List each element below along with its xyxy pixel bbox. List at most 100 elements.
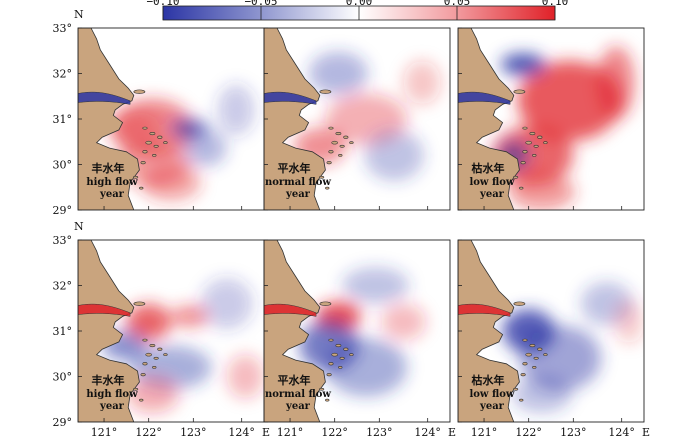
island — [533, 144, 539, 148]
island — [326, 161, 332, 165]
longitude-axis: 121° 122° 123° 124° E 121° 122° 123° 124° E 121° 12… — [91, 426, 650, 437]
island — [328, 126, 334, 130]
island — [153, 144, 159, 148]
yangtze-estuary — [78, 303, 131, 317]
island — [152, 154, 157, 157]
anomaly-blob — [171, 305, 209, 328]
island — [149, 343, 156, 348]
yangtze-estuary — [264, 91, 317, 105]
anomaly-blob — [517, 60, 622, 141]
latitude-tick-label: 33° — [53, 22, 73, 35]
island — [537, 347, 543, 351]
island — [349, 353, 354, 357]
island — [519, 186, 524, 190]
longitude-tick-label: 122° — [515, 426, 542, 437]
anomaly-blob — [200, 278, 253, 330]
island — [522, 362, 528, 366]
colorbar-ticks: −0.10 −0.05 0.00 0.05 0.10 — [146, 0, 568, 20]
island — [532, 154, 537, 157]
longitude-tick-label: 123° — [560, 426, 587, 437]
anomaly-blob — [126, 303, 171, 341]
island — [529, 131, 536, 136]
panel-label-en: low flow — [469, 177, 514, 188]
anomaly-blob — [381, 303, 426, 341]
yangtze-estuary — [458, 303, 511, 317]
panel-label-en: high flow — [86, 177, 138, 188]
panel-label-en: year — [479, 189, 505, 200]
island — [335, 343, 342, 348]
panel-label-cn: 丰水年 — [92, 161, 125, 175]
latitude-tick-label: 33° — [53, 234, 73, 247]
colorbar-tick-label: 0.05 — [444, 0, 471, 8]
island — [142, 338, 148, 342]
island — [343, 347, 349, 351]
anomaly-blob — [500, 53, 546, 76]
east-label: E — [262, 426, 270, 437]
island — [152, 366, 157, 369]
island — [133, 89, 146, 94]
island — [142, 126, 148, 130]
anomaly-blob — [126, 376, 179, 413]
island — [335, 131, 342, 136]
north-label: N — [74, 8, 84, 21]
island — [522, 126, 528, 130]
panel-label-en: low flow — [469, 389, 514, 400]
island — [533, 356, 539, 360]
island — [338, 154, 343, 157]
panel-label-cn: 平水年 — [278, 161, 311, 175]
island — [133, 175, 139, 179]
island — [142, 362, 148, 366]
island — [140, 161, 146, 165]
yangtze-estuary — [458, 91, 511, 105]
latitude-tick-label: 32° — [53, 68, 73, 81]
island — [149, 131, 156, 136]
island — [513, 89, 526, 94]
coastline — [264, 28, 354, 210]
island — [522, 338, 528, 342]
panel-label-en: normal flow — [265, 389, 331, 400]
island — [331, 140, 338, 145]
island — [349, 141, 354, 145]
coastline — [78, 240, 168, 422]
anomaly-blob — [107, 109, 160, 147]
longitude-tick-label: 123° — [180, 426, 207, 437]
island — [522, 150, 528, 154]
island — [537, 135, 543, 139]
east-label: E — [448, 426, 456, 437]
land-area — [78, 240, 140, 422]
panel-label-en: year — [99, 189, 125, 200]
latitude-tick-label: 29° — [53, 416, 73, 429]
island — [163, 353, 168, 357]
island — [139, 398, 144, 402]
anomaly-blob — [508, 173, 576, 210]
island — [543, 353, 548, 357]
anomaly-field — [502, 281, 644, 413]
anomaly-blob — [519, 325, 602, 392]
island — [133, 387, 139, 391]
anomaly-blob — [614, 300, 644, 344]
land-area — [264, 28, 326, 210]
panel-label-cn: 平水年 — [278, 373, 311, 387]
north-label: N — [74, 220, 84, 233]
island — [163, 141, 168, 145]
island — [319, 89, 332, 94]
island — [520, 161, 526, 165]
island — [328, 150, 334, 154]
panel-label-cn: 枯水年 — [472, 373, 505, 387]
island — [325, 186, 330, 190]
panel-label-en: year — [479, 401, 505, 412]
panel-label-en: normal flow — [265, 177, 331, 188]
island — [326, 373, 332, 377]
anomaly-blob — [364, 129, 424, 181]
longitude-tick-label: 124° — [228, 426, 255, 437]
anomaly-field — [107, 84, 255, 201]
land-area — [78, 28, 140, 210]
latitude-tick-label: 31° — [53, 113, 73, 126]
